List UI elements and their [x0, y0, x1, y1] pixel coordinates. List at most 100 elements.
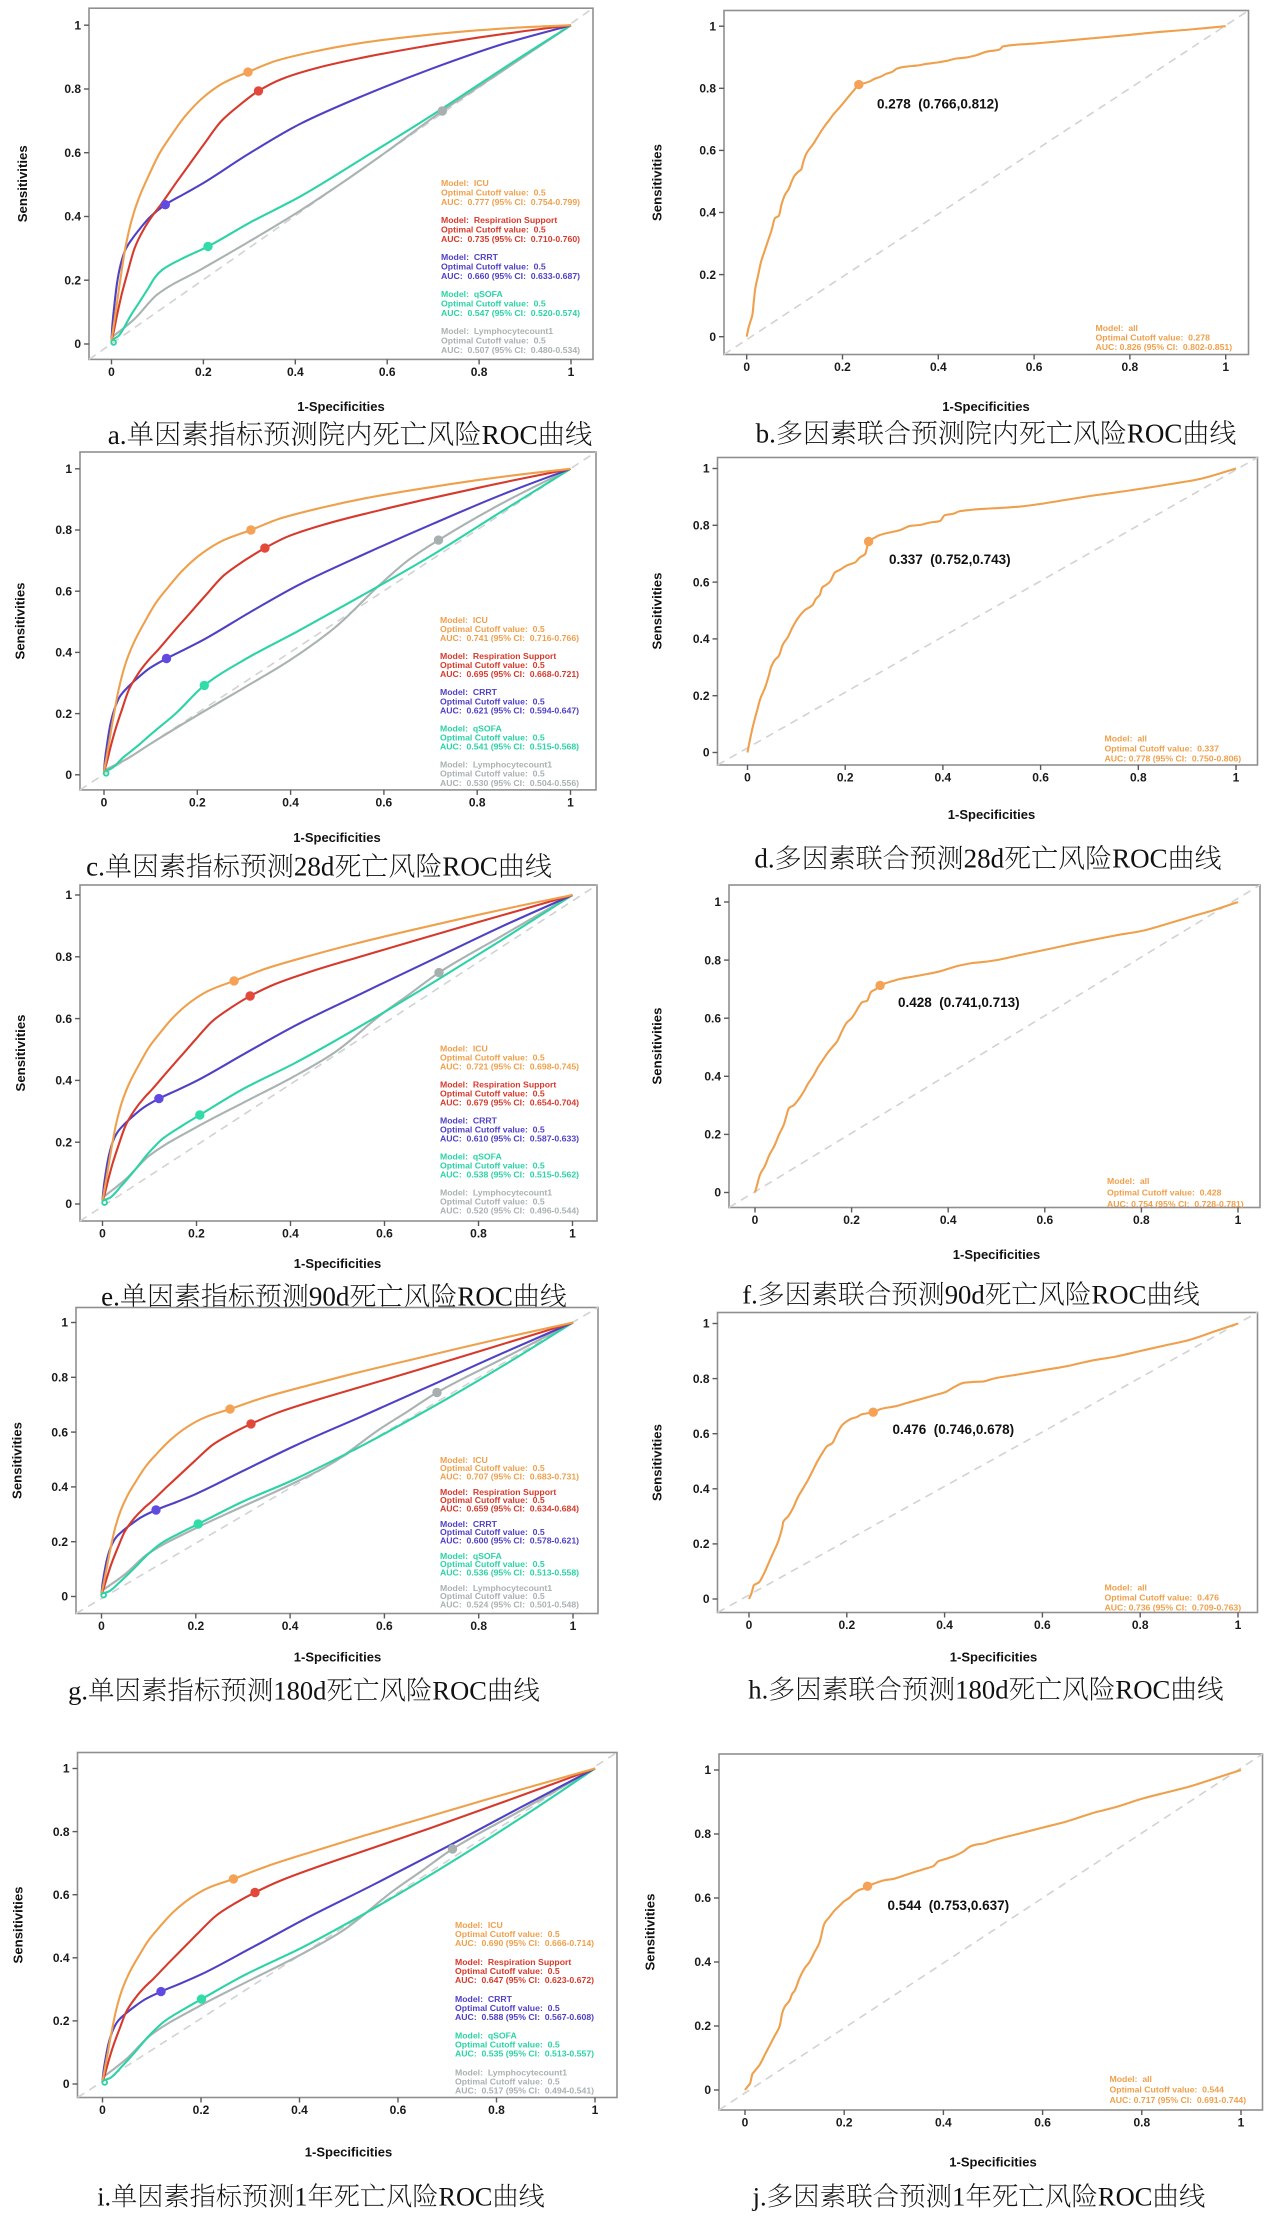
svg-text:i.: i.: [97, 2182, 111, 2211]
svg-text:Model: ICU: Model: ICU: [440, 1455, 488, 1465]
svg-text:0.4: 0.4: [699, 206, 716, 220]
svg-text:ROC: ROC: [482, 420, 538, 450]
svg-text:0.6: 0.6: [1026, 360, 1043, 374]
svg-text:0.4: 0.4: [55, 1074, 72, 1088]
svg-text:0.8: 0.8: [1133, 2116, 1150, 2130]
svg-text:Optimal Cutoff value: 0.5: Optimal Cutoff value: 0.5: [440, 769, 545, 779]
svg-text:Model: qSOFA: Model: qSOFA: [455, 2031, 518, 2041]
svg-text:1: 1: [952, 2182, 965, 2212]
svg-text:0.8: 0.8: [1133, 1213, 1150, 1227]
svg-text:Optimal Cutoff value: 0.5: Optimal Cutoff value: 0.5: [440, 1463, 545, 1473]
svg-text:Sensitivities: Sensitivities: [650, 1008, 665, 1085]
svg-text:0.4: 0.4: [55, 646, 72, 660]
svg-text:0.4: 0.4: [64, 210, 81, 224]
svg-text:0.2: 0.2: [693, 689, 710, 703]
svg-text:0.8: 0.8: [1130, 771, 1147, 785]
svg-text:AUC: 0.778 (95% CI: 0.750-0.8: AUC: 0.778 (95% CI: 0.750-0.806): [1105, 754, 1242, 764]
svg-text:AUC: 0.647 (95% CI: 0.623-0.: AUC: 0.647 (95% CI: 0.623-0.672): [455, 1975, 594, 1985]
svg-text:1: 1: [1235, 1618, 1242, 1632]
svg-text:Optimal Cutoff value: 0.5: Optimal Cutoff value: 0.5: [440, 696, 545, 706]
svg-text:0.8: 0.8: [64, 82, 81, 96]
svg-text:ROC: ROC: [457, 1282, 513, 1312]
svg-text:Model: Lymphocytecount1: Model: Lymphocytecount1: [441, 326, 553, 336]
svg-text:0.6: 0.6: [1034, 2116, 1051, 2130]
svg-text:90d: 90d: [945, 1280, 986, 1310]
svg-text:e.: e.: [101, 1282, 120, 1312]
svg-text:AUC: 0.659 (95% CI: 0.634-0.: AUC: 0.659 (95% CI: 0.634-0.684): [440, 1503, 579, 1513]
svg-text:0.4: 0.4: [940, 1213, 957, 1227]
svg-text:0.6: 0.6: [53, 1888, 70, 1902]
svg-text:0.2: 0.2: [193, 2103, 210, 2117]
svg-text:0.4: 0.4: [53, 1951, 70, 1965]
svg-text:AUC: 0.660 (95% CI: 0.633-0.: AUC: 0.660 (95% CI: 0.633-0.687): [441, 271, 580, 281]
svg-text:AUC: 0.721 (95% CI: 0.698-0.: AUC: 0.721 (95% CI: 0.698-0.745): [440, 1061, 579, 1071]
svg-text:0.6: 0.6: [1032, 771, 1049, 785]
svg-text:Sensitivities: Sensitivities: [13, 1015, 28, 1092]
svg-text:ROC: ROC: [1127, 419, 1183, 449]
svg-text:Model: CRRT: Model: CRRT: [441, 252, 499, 262]
svg-text:0.8: 0.8: [471, 365, 488, 379]
svg-text:0.6: 0.6: [379, 365, 396, 379]
svg-text:0.6: 0.6: [693, 1427, 710, 1441]
svg-text:Optimal Cutoff value: 0.5: Optimal Cutoff value: 0.5: [441, 224, 546, 234]
svg-text:0.278 (0.766,0.812): 0.278 (0.766,0.812): [877, 96, 999, 111]
svg-text:b.: b.: [756, 419, 776, 449]
svg-text:Optimal Cutoff value: 0.5: Optimal Cutoff value: 0.5: [440, 733, 545, 743]
svg-text:AUC: 0.735 (95% CI: 0.710-0.: AUC: 0.735 (95% CI: 0.710-0.760): [441, 234, 580, 244]
svg-text:0.4: 0.4: [287, 365, 304, 379]
svg-text:1-Specificities: 1-Specificities: [948, 807, 1035, 822]
svg-text:0: 0: [742, 2116, 749, 2130]
svg-text:1-Specificities: 1-Specificities: [293, 830, 380, 845]
svg-text:0: 0: [746, 1618, 753, 1632]
svg-text:0.544 (0.753,0.637): 0.544 (0.753,0.637): [888, 1898, 1010, 1913]
svg-text:0.2: 0.2: [64, 273, 81, 287]
svg-text:0.6: 0.6: [390, 2103, 407, 2117]
svg-text:1: 1: [568, 365, 575, 379]
svg-text:AUC: 0.610 (95% CI: 0.587-0.: AUC: 0.610 (95% CI: 0.587-0.633): [440, 1133, 579, 1143]
svg-text:0.6: 0.6: [694, 1891, 711, 1905]
svg-text:AUC: 0.741 (95% CI: 0.716-0.: AUC: 0.741 (95% CI: 0.716-0.766): [440, 633, 579, 643]
svg-text:1: 1: [1235, 1213, 1242, 1227]
svg-text:0.2: 0.2: [837, 771, 854, 785]
svg-text:0: 0: [65, 768, 72, 782]
svg-text:ROC: ROC: [442, 852, 498, 882]
svg-text:0.2: 0.2: [51, 1535, 68, 1549]
svg-text:0: 0: [704, 2083, 711, 2097]
svg-text:0.8: 0.8: [1132, 1618, 1149, 1632]
svg-text:1: 1: [709, 19, 716, 33]
svg-text:Model: Lymphocytecount1: Model: Lymphocytecount1: [440, 1583, 552, 1593]
svg-text:Model: qSOFA: Model: qSOFA: [440, 1551, 503, 1561]
svg-text:Model: all: Model: all: [1107, 1176, 1149, 1186]
svg-text:0.476 (0.746,0.678): 0.476 (0.746,0.678): [893, 1422, 1015, 1437]
svg-text:Optimal Cutoff value: 0.5: Optimal Cutoff value: 0.5: [440, 1591, 545, 1601]
svg-text:Model: Respiration Support: Model: Respiration Support: [440, 1079, 556, 1089]
svg-text:d.: d.: [754, 844, 774, 874]
svg-text:0: 0: [703, 1592, 710, 1606]
svg-text:Model: CRRT: Model: CRRT: [440, 1519, 498, 1529]
svg-text:Model: Respiration Support: Model: Respiration Support: [455, 1957, 571, 1967]
svg-text:1-Specificities: 1-Specificities: [942, 399, 1029, 414]
svg-text:Optimal Cutoff value: 0.5: Optimal Cutoff value: 0.5: [440, 624, 545, 634]
svg-text:0.8: 0.8: [51, 1371, 68, 1385]
svg-text:Sensitivities: Sensitivities: [10, 1422, 25, 1499]
svg-text:0.4: 0.4: [694, 1955, 711, 1969]
svg-text:0.6: 0.6: [64, 146, 81, 160]
svg-text:g.: g.: [68, 1676, 88, 1706]
svg-text:0: 0: [63, 2077, 70, 2091]
svg-text:AUC: 0.679 (95% CI: 0.654-0.: AUC: 0.679 (95% CI: 0.654-0.704): [440, 1097, 579, 1107]
svg-text:0: 0: [744, 771, 751, 785]
svg-text:0.8: 0.8: [693, 1372, 710, 1386]
svg-text:1: 1: [1233, 771, 1240, 785]
svg-text:1: 1: [74, 18, 81, 32]
svg-text:0.4: 0.4: [935, 771, 952, 785]
svg-text:Optimal Cutoff value: 0.428: Optimal Cutoff value: 0.428: [1107, 1188, 1222, 1198]
svg-text:Sensitivities: Sensitivities: [11, 1887, 26, 1964]
svg-text:0.428 (0.741,0.713): 0.428 (0.741,0.713): [898, 995, 1020, 1010]
svg-text:Model: ICU: Model: ICU: [455, 1920, 503, 1930]
svg-text:0.2: 0.2: [187, 1619, 204, 1633]
svg-text:0.2: 0.2: [189, 795, 206, 809]
svg-text:ROC: ROC: [432, 1676, 487, 1706]
svg-text:Optimal Cutoff value: 0.5: Optimal Cutoff value: 0.5: [441, 298, 546, 308]
svg-text:0.6: 0.6: [1034, 1618, 1051, 1632]
svg-text:0: 0: [99, 1227, 106, 1241]
